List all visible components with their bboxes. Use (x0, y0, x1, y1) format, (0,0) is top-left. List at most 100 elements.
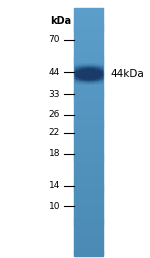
Bar (100, 63, 101, 64)
Bar (88, 79, 89, 80)
Bar (92, 81, 93, 82)
Bar (91, 80, 92, 81)
Bar (74, 92, 103, 95)
Bar (75, 64, 76, 65)
Bar (87, 64, 88, 65)
Bar (88, 82, 89, 83)
Bar (88, 73, 89, 74)
Bar (80, 63, 81, 64)
Bar (94, 65, 95, 66)
Bar (97, 64, 98, 65)
Bar (100, 68, 101, 69)
Bar (81, 71, 82, 72)
Bar (98, 70, 99, 71)
Bar (91, 77, 92, 78)
Bar (91, 67, 92, 68)
Text: 14: 14 (49, 181, 60, 190)
Bar (97, 66, 98, 67)
Bar (79, 70, 80, 71)
Text: 33: 33 (49, 90, 60, 99)
Bar (96, 67, 97, 68)
Bar (74, 111, 103, 113)
Bar (86, 78, 87, 79)
Bar (74, 20, 103, 22)
Bar (74, 169, 103, 171)
Bar (74, 63, 103, 66)
Bar (98, 76, 99, 77)
Bar (75, 73, 76, 74)
Bar (101, 77, 102, 78)
Bar (77, 76, 78, 77)
Bar (78, 65, 79, 66)
Bar (101, 67, 102, 68)
Bar (82, 64, 83, 65)
Bar (96, 68, 97, 69)
Bar (97, 65, 98, 66)
Bar (81, 82, 82, 83)
Bar (102, 79, 103, 80)
Bar (93, 73, 94, 74)
Bar (78, 83, 79, 84)
Bar (92, 74, 93, 75)
Bar (88, 78, 89, 79)
Bar (79, 76, 80, 77)
Bar (75, 78, 76, 79)
Bar (86, 79, 87, 80)
Bar (81, 80, 82, 81)
Bar (81, 79, 82, 80)
Bar (79, 79, 80, 80)
Bar (74, 132, 103, 134)
Bar (76, 82, 77, 83)
Bar (85, 76, 86, 77)
Bar (77, 80, 78, 81)
Bar (99, 83, 100, 84)
Bar (93, 64, 94, 65)
Bar (74, 154, 103, 157)
Bar (74, 231, 103, 233)
Bar (102, 80, 103, 81)
Bar (80, 72, 81, 73)
Bar (97, 68, 98, 69)
Bar (91, 76, 92, 77)
Bar (102, 78, 103, 79)
Bar (74, 26, 103, 29)
Bar (101, 82, 102, 83)
Bar (74, 206, 103, 208)
Bar (102, 71, 103, 72)
Bar (100, 79, 101, 80)
Bar (85, 83, 86, 84)
Bar (81, 68, 82, 69)
Bar (95, 66, 96, 67)
Bar (85, 77, 86, 78)
Bar (74, 148, 103, 150)
Bar (86, 69, 87, 70)
Bar (102, 83, 103, 84)
Bar (89, 63, 90, 64)
Bar (99, 72, 100, 73)
Bar (96, 63, 97, 64)
Bar (74, 245, 103, 247)
Bar (92, 75, 93, 76)
Bar (77, 77, 78, 78)
Bar (77, 75, 78, 76)
Bar (79, 64, 80, 65)
Bar (94, 78, 95, 79)
Bar (102, 65, 103, 66)
Bar (89, 67, 90, 68)
Bar (74, 76, 103, 78)
Bar (74, 81, 75, 82)
Bar (78, 78, 79, 79)
Bar (90, 65, 91, 66)
Bar (90, 72, 91, 73)
Bar (97, 80, 98, 81)
Bar (87, 78, 88, 79)
Bar (94, 63, 95, 64)
Bar (100, 73, 101, 74)
Bar (76, 68, 77, 69)
Bar (94, 71, 95, 72)
Bar (98, 68, 99, 69)
Bar (74, 160, 103, 163)
Bar (87, 69, 88, 70)
Bar (76, 66, 77, 67)
Bar (98, 77, 99, 78)
